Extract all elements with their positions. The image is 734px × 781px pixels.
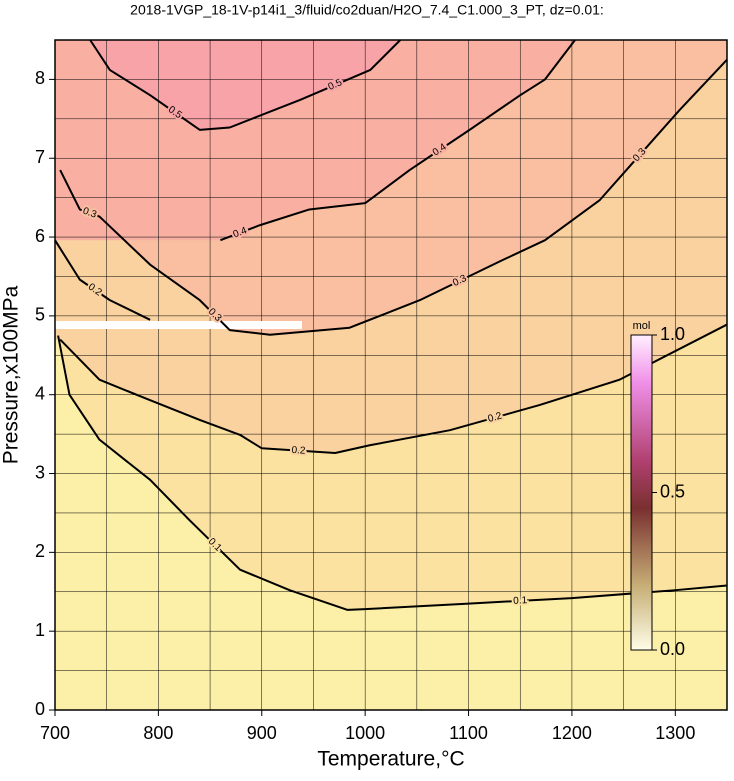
y-tick-label: 1 (35, 620, 45, 640)
y-tick-label: 5 (35, 305, 45, 325)
x-tick-label: 1200 (552, 723, 592, 743)
x-axis-label: Temperature,°C (317, 748, 464, 771)
plot-frame (54, 39, 728, 711)
y-tick-label: 2 (35, 541, 45, 561)
gap-band (55, 321, 302, 329)
x-tick-label: 800 (143, 723, 173, 743)
y-tick-label: 3 (35, 462, 45, 482)
y-tick-label: 7 (35, 147, 45, 167)
colorbar-tick-label: 0.5 (660, 481, 685, 501)
x-tick-label: 1100 (449, 723, 488, 743)
y-tick-label: 6 (35, 226, 45, 246)
contour-line (54, 239, 728, 455)
colorbar-label: mol (633, 320, 651, 332)
contour-line (220, 39, 576, 242)
contour-label: 0.1 (513, 595, 528, 607)
plot-area (54, 40, 727, 711)
chart-title: 2018-1VGP_18-1V-p14i1_3/fluid/co2duan/H2… (130, 2, 604, 18)
contour-line (59, 59, 728, 336)
x-tick-label: 900 (247, 723, 277, 743)
y-tick-label: 4 (35, 383, 45, 403)
contour-line (89, 39, 402, 131)
contour-fill (55, 40, 401, 130)
y-tick-label: 0 (35, 699, 45, 719)
x-tick-label: 1300 (655, 723, 695, 743)
contour-label: 0.2 (291, 445, 306, 457)
colorbar-tick-label: 1.0 (660, 324, 685, 344)
colorbar-tick-label: 0.0 (660, 639, 685, 659)
x-tick-label: 1000 (345, 723, 385, 743)
y-axis-label: Pressure,x100MPa (0, 285, 23, 464)
x-tick-label: 700 (40, 723, 70, 743)
y-tick-label: 8 (35, 68, 45, 88)
contour-line (57, 335, 728, 611)
colorbar (630, 334, 653, 651)
